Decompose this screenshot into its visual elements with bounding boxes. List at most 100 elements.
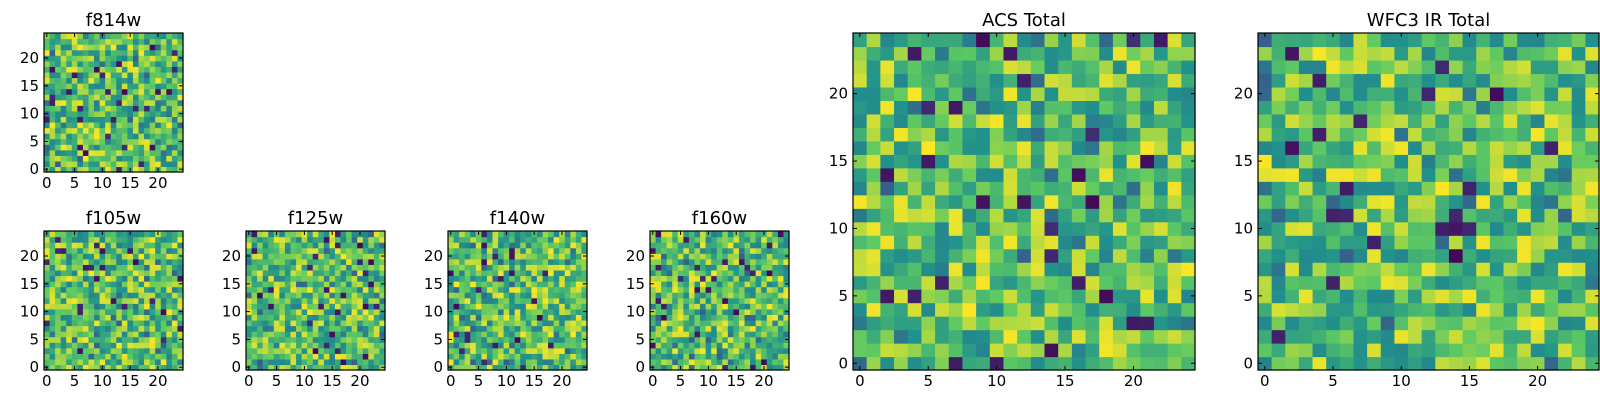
axes-frame (649, 230, 790, 371)
heatmap-cell (290, 364, 297, 371)
heatmap-cell (486, 347, 494, 354)
heatmap-cell (155, 138, 162, 145)
heatmap-cell (688, 292, 696, 299)
heatmap-cell (132, 358, 140, 366)
heatmap-cell (783, 303, 790, 310)
heatmap-cell (340, 286, 347, 293)
heatmap-cell (55, 166, 62, 173)
heatmap-cell (296, 281, 303, 288)
heatmap-cell (116, 336, 123, 343)
heatmap-cell (127, 264, 134, 271)
heatmap-cell (138, 269, 145, 277)
heatmap-cell (1435, 33, 1450, 48)
heatmap-cell (761, 236, 768, 243)
heatmap-cell (88, 286, 95, 293)
heatmap-cell (144, 94, 151, 101)
heatmap-cell (99, 88, 106, 95)
heatmap-cell (55, 77, 62, 84)
heatmap-cell (548, 331, 555, 338)
heatmap-cell (853, 302, 868, 317)
heatmap-cell (880, 262, 895, 277)
heatmap-cell (1085, 248, 1100, 263)
heatmap-cell (110, 253, 117, 260)
heatmap-cell (705, 308, 712, 315)
heatmap-cell (655, 275, 662, 282)
heatmap-cell (171, 49, 179, 56)
heatmap-cell (177, 347, 184, 354)
heatmap-cell (761, 308, 768, 315)
heatmap-cell (1394, 302, 1409, 317)
heatmap-cell (1462, 302, 1477, 317)
heatmap-cell (166, 331, 173, 338)
heatmap-cell (1544, 113, 1559, 128)
heatmap-cell (284, 292, 292, 299)
heatmap-cell (727, 269, 734, 277)
heatmap-cell (44, 247, 51, 254)
heatmap-cell (492, 297, 499, 304)
heatmap-cell (88, 55, 95, 62)
heatmap-cell (132, 281, 140, 288)
heatmap-cell (907, 289, 922, 304)
heatmap-cell (346, 253, 353, 260)
heatmap-cell (121, 133, 128, 140)
heatmap-cell (750, 353, 757, 360)
heatmap-cell (373, 336, 381, 343)
heatmap-cell (1380, 181, 1395, 196)
heatmap-cell (55, 336, 62, 343)
heatmap-cell (694, 258, 701, 265)
heatmap-cell (711, 336, 718, 343)
heatmap-cell (564, 231, 571, 238)
heatmap-cell (246, 286, 253, 293)
heatmap-cell (246, 358, 253, 366)
heatmap-cell (989, 262, 1005, 277)
heatmap-cell (77, 353, 84, 360)
y-tick-label: 20 (424, 247, 443, 265)
heatmap-cell (733, 236, 740, 243)
heatmap-cell (520, 364, 527, 371)
heatmap-cell (772, 364, 779, 371)
heatmap-cell (66, 116, 73, 123)
heatmap-cell (99, 49, 106, 56)
heatmap-cell (962, 262, 977, 277)
heatmap-cell (962, 221, 977, 236)
heatmap-cell (1571, 127, 1586, 142)
heatmap-cell (1408, 302, 1423, 317)
heatmap-cell (94, 160, 101, 168)
heatmap-cell (1544, 262, 1559, 277)
heatmap-cell (459, 347, 466, 354)
heatmap-cell (520, 353, 527, 360)
heatmap-cell (110, 336, 117, 343)
heatmap-cell (160, 236, 167, 243)
heatmap-cell (921, 221, 936, 236)
heatmap-cell (761, 319, 768, 327)
heatmap-cell (323, 286, 330, 293)
heatmap-cell (132, 110, 140, 117)
heatmap-cell (71, 110, 78, 117)
heatmap-cell (542, 292, 549, 299)
heatmap-cell (1585, 73, 1600, 88)
heatmap-cell (1058, 33, 1073, 48)
heatmap-cell (1285, 140, 1300, 155)
heatmap-cell (575, 358, 583, 366)
heatmap-cell (570, 231, 577, 238)
heatmap-cell (379, 353, 386, 360)
heatmap-cell (553, 253, 560, 260)
heatmap-cell (166, 77, 173, 84)
heatmap-cell (296, 231, 303, 238)
heatmap-cell (273, 275, 280, 282)
heatmap-cell (655, 325, 662, 332)
heatmap-cell (744, 347, 751, 354)
heatmap-cell (60, 286, 67, 293)
heatmap-cell (379, 358, 386, 366)
heatmap-cell (60, 231, 67, 238)
heatmap-cell (149, 138, 156, 145)
heatmap-cell (71, 105, 78, 112)
heatmap-cell (486, 319, 494, 327)
heatmap-cell (166, 83, 173, 90)
heatmap-cell (110, 33, 117, 40)
heatmap-cells (44, 231, 184, 371)
heatmap-cell (459, 269, 466, 277)
heatmap-cell (77, 94, 84, 101)
heatmap-cell (166, 160, 173, 168)
heatmap-cell (1530, 329, 1546, 344)
